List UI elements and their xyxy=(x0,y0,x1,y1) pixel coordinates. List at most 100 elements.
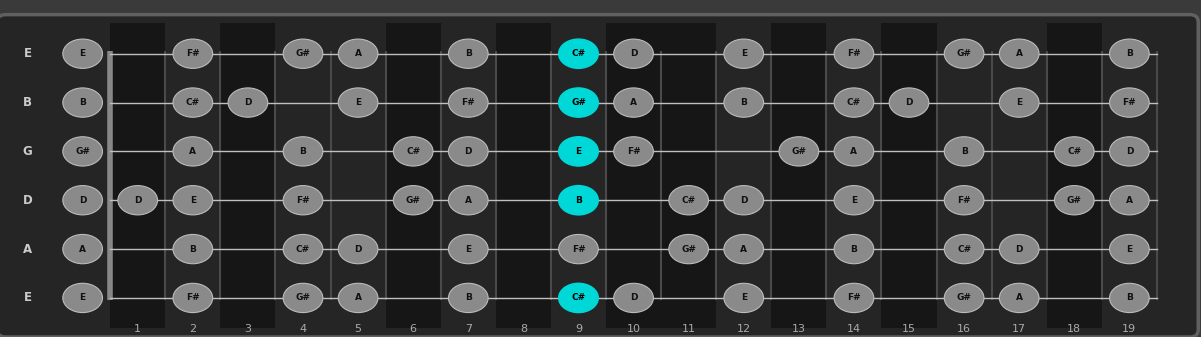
Ellipse shape xyxy=(339,235,378,264)
Ellipse shape xyxy=(669,235,709,264)
Text: D: D xyxy=(135,196,142,205)
Text: C#: C# xyxy=(957,245,972,253)
Text: C#: C# xyxy=(295,245,310,253)
Ellipse shape xyxy=(394,186,434,215)
Text: A: A xyxy=(190,147,196,156)
Ellipse shape xyxy=(173,88,213,117)
Text: A: A xyxy=(79,245,86,253)
Text: G#: G# xyxy=(76,147,90,156)
Ellipse shape xyxy=(448,39,488,68)
Ellipse shape xyxy=(1110,88,1149,117)
Text: B: B xyxy=(740,98,747,107)
Text: 5: 5 xyxy=(354,324,362,334)
Ellipse shape xyxy=(173,186,213,215)
Text: A: A xyxy=(354,49,362,58)
Ellipse shape xyxy=(173,235,213,264)
Text: E: E xyxy=(1016,98,1022,107)
Text: B: B xyxy=(850,245,858,253)
Ellipse shape xyxy=(614,137,653,166)
Text: E: E xyxy=(355,98,362,107)
Ellipse shape xyxy=(833,39,874,68)
Ellipse shape xyxy=(724,88,764,117)
Ellipse shape xyxy=(833,283,874,313)
Ellipse shape xyxy=(944,39,984,68)
Text: G#: G# xyxy=(957,49,972,58)
Bar xyxy=(110,24,166,328)
Ellipse shape xyxy=(1110,283,1149,313)
Text: F#: F# xyxy=(847,294,861,302)
Ellipse shape xyxy=(283,235,323,264)
Text: G#: G# xyxy=(681,245,697,253)
Text: A: A xyxy=(1125,196,1133,205)
Ellipse shape xyxy=(724,283,764,313)
Ellipse shape xyxy=(62,137,102,166)
Text: 19: 19 xyxy=(1122,324,1136,334)
Bar xyxy=(661,24,716,328)
Text: G#: G# xyxy=(957,294,972,302)
Text: F#: F# xyxy=(461,98,476,107)
Text: E: E xyxy=(465,245,471,253)
Text: C#: C# xyxy=(847,98,861,107)
Bar xyxy=(496,24,551,328)
Text: 4: 4 xyxy=(299,324,306,334)
Ellipse shape xyxy=(833,235,874,264)
Text: D: D xyxy=(79,196,86,205)
Text: C#: C# xyxy=(682,196,695,205)
Text: F#: F# xyxy=(572,245,585,253)
Ellipse shape xyxy=(944,283,984,313)
Text: D: D xyxy=(1016,245,1023,253)
Ellipse shape xyxy=(339,39,378,68)
Text: D: D xyxy=(906,98,913,107)
Text: G#: G# xyxy=(791,147,806,156)
Text: F#: F# xyxy=(297,196,310,205)
Ellipse shape xyxy=(448,186,488,215)
Text: 2: 2 xyxy=(190,324,197,334)
Text: E: E xyxy=(24,292,31,304)
Ellipse shape xyxy=(448,88,488,117)
FancyBboxPatch shape xyxy=(0,14,1199,337)
Ellipse shape xyxy=(833,137,874,166)
Ellipse shape xyxy=(62,39,102,68)
Text: 9: 9 xyxy=(575,324,582,334)
Text: E: E xyxy=(24,47,31,60)
Ellipse shape xyxy=(614,39,653,68)
Text: F#: F# xyxy=(847,49,861,58)
Ellipse shape xyxy=(614,283,653,313)
Ellipse shape xyxy=(669,186,709,215)
Text: A: A xyxy=(1016,49,1023,58)
Text: A: A xyxy=(354,294,362,302)
Ellipse shape xyxy=(558,235,598,264)
Text: D: D xyxy=(23,194,32,207)
Text: B: B xyxy=(465,49,472,58)
Ellipse shape xyxy=(558,137,598,166)
Ellipse shape xyxy=(614,88,653,117)
Ellipse shape xyxy=(173,137,213,166)
Text: A: A xyxy=(740,245,747,253)
Text: 17: 17 xyxy=(1012,324,1027,334)
Ellipse shape xyxy=(1110,39,1149,68)
Bar xyxy=(1047,24,1101,328)
Text: 8: 8 xyxy=(520,324,527,334)
Ellipse shape xyxy=(173,39,213,68)
Ellipse shape xyxy=(339,283,378,313)
Ellipse shape xyxy=(833,88,874,117)
Text: D: D xyxy=(629,294,638,302)
Text: D: D xyxy=(465,147,472,156)
Text: 11: 11 xyxy=(682,324,695,334)
Text: A: A xyxy=(850,147,858,156)
Text: E: E xyxy=(850,196,858,205)
Text: 7: 7 xyxy=(465,324,472,334)
Ellipse shape xyxy=(62,186,102,215)
Ellipse shape xyxy=(448,235,488,264)
Ellipse shape xyxy=(1110,235,1149,264)
Text: C#: C# xyxy=(406,147,420,156)
Text: B: B xyxy=(1127,49,1133,58)
Text: G#: G# xyxy=(406,196,420,205)
Text: G#: G# xyxy=(1066,196,1082,205)
Text: G#: G# xyxy=(570,98,586,107)
Text: E: E xyxy=(741,49,747,58)
Bar xyxy=(220,24,275,328)
Text: C#: C# xyxy=(186,98,199,107)
Text: E: E xyxy=(575,147,581,156)
Text: B: B xyxy=(299,147,306,156)
